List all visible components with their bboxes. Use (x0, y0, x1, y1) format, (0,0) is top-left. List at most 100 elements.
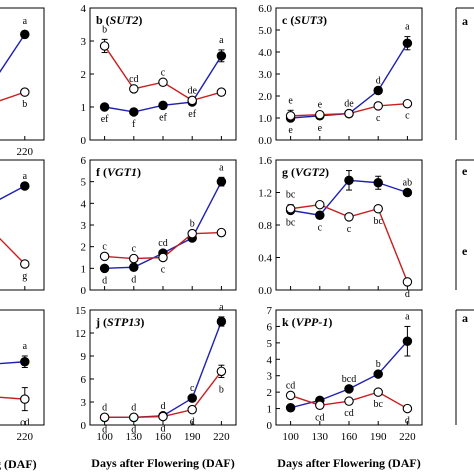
data-point (20, 356, 30, 367)
chart-panels: 190220cadb01234b (SUT2)effefefabcdcde0.0… (0, 3, 474, 470)
significance-letter: b (376, 359, 381, 370)
edge-panel-label: e (462, 164, 468, 178)
data-point (20, 87, 30, 97)
significance-letter: c (102, 241, 107, 252)
data-point (285, 111, 296, 121)
panel-a-partial: 190220cadb (0, 7, 45, 158)
series-open: db (0, 87, 30, 110)
data-point (373, 85, 383, 96)
y-tick-label: 0 (81, 420, 87, 432)
significance-letter: cd (20, 418, 29, 429)
data-point (344, 384, 354, 394)
data-point (285, 402, 296, 413)
significance-letter: cd (315, 412, 324, 423)
series-filled: ef f ef ef a (99, 35, 227, 130)
x-tick-label: 190 (184, 431, 201, 443)
significance-letter: b (190, 219, 195, 230)
significance-letter: d (376, 76, 381, 87)
y-tick-label: 2 (81, 69, 87, 81)
x-tick-label: 160 (155, 431, 172, 443)
significance-letter: a (219, 302, 224, 313)
significance-letter: c (347, 224, 352, 235)
series-line (0, 91, 26, 102)
x-axis-label: Days after Flowering (DAF) (91, 456, 234, 470)
panel-f: 0 1 2 3 4 5 6 f (VGT1) d d cd a c c c b (81, 155, 237, 297)
data-point (216, 51, 227, 61)
panel-k: 0 1 2 3 4 5 6 7 100 130 160 190 220 Days after Flower… (267, 305, 423, 470)
data-point (99, 102, 110, 112)
panel-title: b (SUT2) (96, 13, 142, 27)
data-point (285, 204, 296, 214)
significance-letter: c (161, 67, 166, 78)
significance-letter: e (288, 125, 293, 136)
data-point (187, 228, 197, 239)
edge-panel-label: a (462, 14, 468, 28)
plot-frame (0, 159, 45, 291)
data-point (216, 176, 227, 187)
panel-title: j (STP13) (95, 315, 144, 329)
data-point (99, 263, 110, 274)
x-axis-label: Days after Flowering (DAF) (277, 456, 420, 470)
data-point (216, 227, 227, 238)
data-point (344, 175, 354, 186)
y-tick-label: 0.0 (258, 135, 272, 147)
data-point (20, 29, 30, 40)
y-tick-label: 0.4 (258, 253, 272, 265)
significance-letter: cd (286, 380, 295, 391)
data-point (20, 394, 30, 404)
significance-letter: ef (159, 112, 167, 123)
significance-letter: a (23, 341, 28, 352)
y-tick-label: 4.0 (258, 47, 272, 59)
y-tick-label: 2 (81, 242, 87, 254)
significance-letter: a (219, 162, 224, 173)
significance-letter: c (161, 265, 166, 276)
data-point (373, 101, 383, 111)
y-tick-label: 15 (75, 305, 87, 317)
data-point (373, 204, 383, 214)
data-point (99, 251, 110, 262)
y-tick-label: 0 (267, 420, 273, 432)
data-point (344, 212, 354, 222)
data-point (402, 336, 413, 346)
series-filled: ca (0, 16, 30, 73)
data-point (344, 396, 354, 406)
series-filled: e e de d a (285, 22, 413, 136)
significance-letter: d (131, 402, 136, 413)
data-point (344, 108, 354, 119)
series-open: cd cd cd bc d (285, 380, 413, 427)
y-tick-label: 2.0 (258, 91, 272, 103)
significance-letter: c (405, 111, 410, 122)
y-tick-label: 6 (81, 374, 87, 386)
x-axis-label-partial: g (DAF) (0, 457, 37, 471)
x-tick-label: 220 (213, 431, 230, 443)
data-point (187, 95, 197, 106)
significance-letter: cd (158, 238, 167, 249)
panel-i-partial: 190220abaabcdcd (0, 309, 45, 443)
y-tick-label: 5 (267, 338, 273, 350)
significance-letter: ef (101, 114, 109, 125)
panel-j: 0 3 6 9 12 15 100 130 160 190 220 Days after Flower… (75, 302, 237, 470)
series-line (0, 361, 25, 365)
series-open: b cd c de (99, 24, 227, 106)
data-point (158, 252, 168, 263)
data-point (187, 393, 197, 403)
data-point (315, 109, 325, 120)
data-point (129, 107, 139, 117)
significance-letter: d (102, 402, 107, 413)
y-tick-label: 0 (81, 135, 87, 147)
data-point (216, 366, 227, 377)
y-tick-label: 4 (267, 354, 273, 366)
series-line (0, 185, 26, 200)
significance-letter: de (187, 85, 197, 96)
data-point (158, 77, 168, 88)
data-point (285, 390, 296, 401)
series-open: bc c bc d (285, 190, 413, 300)
significance-letter: ef (188, 109, 196, 120)
significance-letter: a (23, 16, 28, 27)
x-tick-label: 220 (399, 431, 416, 443)
panel-title: k (VPP-1) (282, 315, 332, 329)
significance-letter: bc (373, 399, 383, 410)
significance-letter: bc (286, 190, 296, 201)
significance-letter: a (219, 35, 224, 46)
